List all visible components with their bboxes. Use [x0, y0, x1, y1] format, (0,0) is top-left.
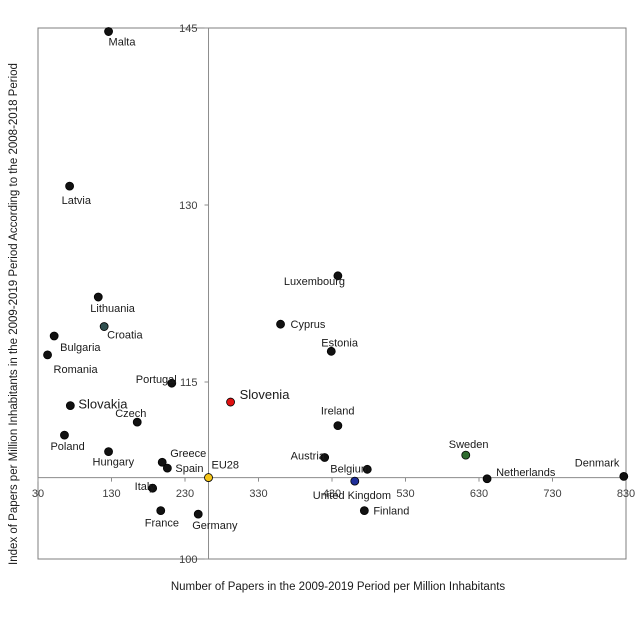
point-france [156, 506, 166, 516]
point-denmark [619, 471, 629, 481]
label-belgium: Belgium [330, 463, 370, 475]
point-austria [320, 453, 330, 462]
x-tick-label: 230 [176, 488, 194, 500]
label-slovenia: Slovenia [240, 387, 291, 402]
point-netherlands [482, 474, 492, 484]
label-finland: Finland [373, 506, 409, 518]
label-sweden: Sweden [449, 439, 489, 451]
point-ireland [333, 421, 343, 431]
point-labels: Malta Latvia Lithuania Croatia Bulgaria Roman… [50, 37, 619, 533]
point-sweden [461, 450, 471, 460]
x-tick-label: 330 [249, 488, 267, 500]
label-croatia: Croatia [107, 330, 143, 342]
point-czech [132, 417, 142, 427]
label-united-kingdom: United Kingdom [313, 490, 391, 502]
x-tick-label: 630 [470, 488, 488, 500]
y-tick-label: 130 [179, 200, 197, 212]
data-points [43, 27, 629, 519]
point-slovakia [65, 401, 75, 411]
point-greece [157, 457, 167, 467]
point-lithuania [93, 292, 103, 302]
label-ireland: Ireland [321, 406, 355, 418]
x-tick-label: 430 [323, 488, 341, 500]
y-tick-label: 145 [179, 23, 197, 35]
label-portugal: Portugal [136, 374, 177, 386]
label-greece: Greece [170, 448, 206, 460]
point-slovenia [226, 397, 235, 407]
y-tick-label: 100 [179, 554, 197, 566]
label-luxembourg: Luxembourg [284, 276, 345, 288]
label-poland: Poland [50, 441, 84, 453]
plot-area-frame [37, 27, 627, 560]
label-denmark: Denmark [575, 457, 620, 469]
point-cyprus [276, 319, 285, 329]
point-luxembourg [333, 271, 343, 281]
point-latvia [65, 181, 75, 191]
label-latvia: Latvia [62, 195, 92, 207]
point-poland [60, 430, 69, 440]
label-bulgaria: Bulgaria [60, 342, 101, 354]
x-tick-label: 530 [396, 488, 414, 500]
label-cyprus: Cyprus [291, 319, 326, 331]
label-slovakia: Slovakia [78, 397, 128, 412]
x-axis-title: Number of Papers in the 2009-2019 Period… [171, 581, 506, 593]
point-italy [148, 483, 158, 493]
label-czech: Czech [115, 408, 146, 420]
point-finland [359, 506, 369, 516]
label-estonia: Estonia [321, 337, 359, 349]
label-eu28: EU28 [212, 460, 240, 472]
point-estonia [326, 346, 336, 356]
point-belgium [362, 464, 372, 474]
label-austria: Austria [291, 451, 326, 463]
point-spain [162, 463, 172, 473]
point-eu28 [204, 473, 213, 482]
point-portugal [167, 378, 177, 388]
point-germany [193, 509, 203, 519]
label-hungary: Hungary [93, 457, 135, 469]
x-tick-label: 30 [32, 488, 44, 500]
label-malta: Malta [109, 37, 137, 49]
label-germany: Germany [192, 520, 238, 532]
point-romania [43, 350, 52, 360]
label-italy: Italy [135, 481, 156, 493]
label-france: France [145, 518, 179, 530]
label-netherlands: Netherlands [496, 467, 556, 479]
point-croatia [99, 322, 109, 331]
tick-labels: 30 130 230 330 430 530 630 730 830 100 115 130 145 [32, 23, 635, 566]
y-axis-title: Index of Papers per Million Inhabitants … [8, 63, 20, 565]
point-malta [104, 27, 113, 36]
label-romania: Romania [54, 364, 99, 376]
point-bulgaria [49, 331, 59, 341]
x-tick-label: 130 [102, 488, 120, 500]
y-tick-label: 115 [180, 377, 198, 389]
point-hungary [104, 447, 113, 457]
label-lithuania: Lithuania [90, 303, 136, 315]
point-united-kingdom [350, 476, 360, 486]
x-tick-label: 830 [617, 488, 635, 500]
label-spain: Spain [175, 463, 203, 475]
x-tick-label: 730 [543, 488, 561, 500]
